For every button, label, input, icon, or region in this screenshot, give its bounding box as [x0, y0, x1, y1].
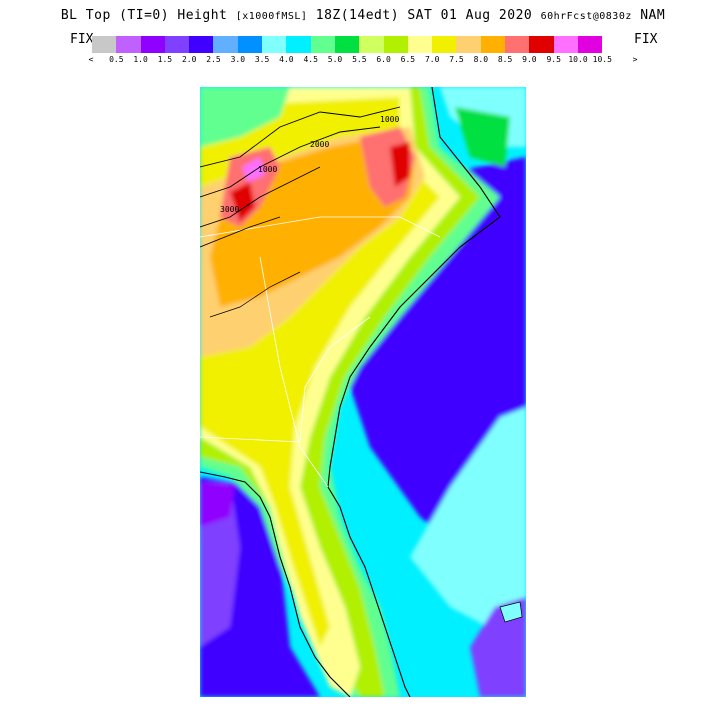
- color-swatch: [480, 36, 506, 53]
- color-swatch: [262, 36, 287, 53]
- color-swatch: [310, 36, 335, 53]
- color-scale-tick-label: 8.0: [473, 55, 489, 64]
- forecast-map: 1000 2000 3000 1000: [200, 87, 526, 697]
- color-scale-tick-label: 4.5: [303, 55, 318, 64]
- color-scale-tick-label: 2.0: [181, 55, 197, 64]
- color-swatch: [213, 36, 238, 53]
- color-scale-tick-label: 10.5: [592, 55, 612, 64]
- color-scale-tick-label: 2.5: [206, 55, 221, 64]
- contour-line-4: [200, 216, 281, 248]
- title-main: BL Top (TI=0) Height: [60, 8, 228, 23]
- state-border-2: [259, 256, 329, 488]
- contour-label: 3000: [220, 205, 239, 214]
- contour-label: 1000: [258, 165, 277, 174]
- color-swatch: [237, 36, 263, 53]
- color-swatch: [577, 36, 603, 53]
- island: [499, 601, 523, 623]
- scale-arrow-left: <: [88, 55, 94, 64]
- color-scale-tick-label: 3.5: [254, 55, 270, 64]
- gulf-purple-2: [200, 482, 235, 527]
- color-scale-tick-label: 5.5: [352, 55, 367, 64]
- color-swatch: [189, 36, 214, 53]
- northeast-green: [455, 107, 510, 167]
- fix-label-left: FIX: [70, 32, 94, 47]
- color-scale-ticks: <0.5 1.0 1.5 2.0 2.5 3.0 3.5 4.0 4.5 5.0 5.5 6.0 6.5…: [84, 55, 644, 67]
- contour-line-3: [200, 166, 321, 228]
- land-red: [390, 142, 410, 187]
- color-swatch: [334, 36, 360, 53]
- color-swatch: [529, 36, 554, 53]
- color-scale-tick-label: 7.0: [424, 55, 440, 64]
- color-scale-tick-label: 8.5: [497, 55, 513, 64]
- scale-arrow-right: >: [632, 55, 638, 64]
- color-scale-tick-label: 9.0: [522, 55, 537, 64]
- color-scale: [92, 36, 603, 53]
- color-swatch: [505, 36, 530, 53]
- title-time: 18Z(14edt) SAT 01 Aug 2020: [315, 8, 533, 23]
- contour-line-1: [200, 106, 401, 168]
- color-scale-tick-label: 6.0: [376, 55, 391, 64]
- color-scale-tick-label: 4.0: [279, 55, 294, 64]
- color-swatch: [164, 36, 190, 53]
- offshore-band-lightblue: [410, 407, 526, 647]
- color-swatch: [359, 36, 384, 53]
- state-border-3: [200, 436, 301, 443]
- color-swatch: [286, 36, 311, 53]
- color-scale-tick-label: 9.5: [546, 55, 561, 64]
- contour-line-5: [209, 271, 301, 318]
- color-swatch: [116, 36, 141, 53]
- color-scale-tick-label: 0.5: [109, 55, 124, 64]
- title-model: NAM: [640, 8, 666, 23]
- contour-label: 1000: [380, 115, 399, 124]
- contour-label: 2000: [310, 140, 329, 149]
- offshore-patch-purple: [470, 597, 526, 697]
- color-swatch: [407, 36, 433, 53]
- color-scale-tick-label: 1.5: [157, 55, 173, 64]
- color-scale-tick-label: 3.0: [230, 55, 246, 64]
- color-scale-tick-label: 6.5: [400, 55, 416, 64]
- fix-label-right: FIX: [634, 32, 658, 47]
- color-swatch: [383, 36, 408, 53]
- color-scale-tick-label: 1.0: [133, 55, 148, 64]
- land-red-2: [230, 182, 255, 222]
- contour-line-2: [200, 126, 381, 198]
- title-run: 60hrFcst@0830z: [540, 11, 632, 22]
- gulf-coastline: [200, 471, 351, 697]
- color-swatch: [456, 36, 481, 53]
- color-swatch: [140, 36, 165, 53]
- color-swatch: [432, 36, 457, 53]
- state-border-4: [299, 316, 371, 443]
- coastline: [327, 87, 501, 697]
- northwest-green: [200, 87, 290, 147]
- chart-title: BL Top (TI=0) Height [x1000fMSL] 18Z(14e…: [0, 8, 726, 23]
- color-swatch: [553, 36, 578, 53]
- land-magenta: [242, 157, 265, 182]
- title-units: [x1000fMSL]: [235, 11, 308, 22]
- color-swatch: [92, 36, 117, 53]
- state-border-1: [200, 216, 441, 238]
- color-scale-tick-label: 7.5: [449, 55, 464, 64]
- color-scale-tick-label: 10.0: [568, 55, 588, 64]
- color-scale-tick-label: 5.0: [327, 55, 343, 64]
